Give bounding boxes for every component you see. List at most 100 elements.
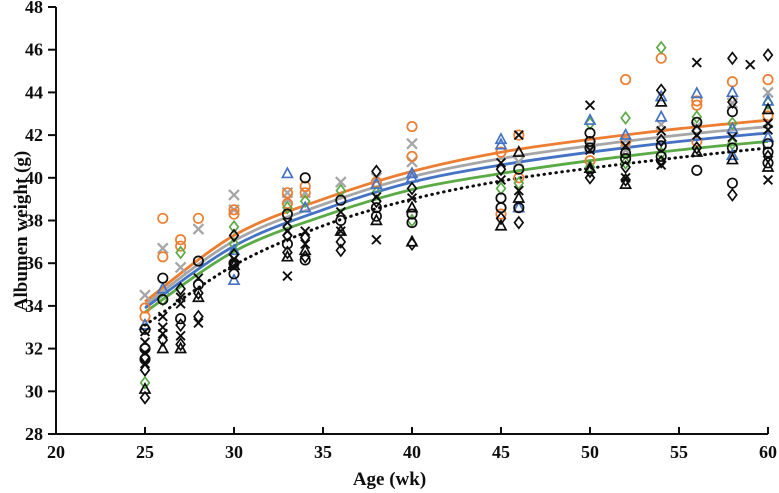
- data-point: [513, 172, 525, 184]
- y-tick-label: 40: [25, 168, 43, 188]
- data-point: [584, 100, 596, 111]
- data-point: [620, 147, 632, 159]
- data-point: [762, 146, 774, 158]
- data-point: [655, 154, 667, 169]
- data-point: [762, 157, 774, 169]
- x-tick-label: 55: [670, 442, 688, 462]
- data-point: [139, 289, 151, 302]
- data-point: [584, 170, 596, 185]
- data-point: [175, 337, 186, 352]
- data-point: [335, 243, 347, 258]
- y-axis-title: Albumen weight (g): [11, 150, 32, 312]
- series-black-diamond: [139, 48, 774, 405]
- data-point: [655, 140, 667, 152]
- data-point: [281, 238, 293, 250]
- data-point: [691, 116, 703, 128]
- x-tick-label: 50: [581, 442, 599, 462]
- data-point: [513, 129, 525, 141]
- fitted-curves: [143, 118, 770, 327]
- data-point: [512, 190, 526, 203]
- data-point: [369, 213, 383, 226]
- data-point: [298, 243, 312, 256]
- data-point: [727, 51, 738, 66]
- data-point: [299, 194, 311, 209]
- data-point: [654, 109, 668, 122]
- data-point: [334, 223, 348, 236]
- orange-fit-curve: [144, 118, 769, 303]
- data-point: [192, 255, 204, 267]
- data-point: [762, 174, 774, 186]
- data-point: [727, 132, 738, 143]
- data-point: [335, 234, 347, 249]
- y-tick-label: 28: [25, 424, 43, 444]
- data-point: [157, 311, 168, 322]
- data-point: [725, 85, 739, 98]
- data-point: [725, 152, 739, 165]
- data-point: [227, 273, 241, 286]
- series-orange-circle: [139, 52, 774, 323]
- data-point: [691, 123, 703, 138]
- data-point: [175, 298, 186, 309]
- data-point: [405, 166, 419, 179]
- data-point: [299, 172, 311, 184]
- data-point: [175, 234, 187, 246]
- data-point: [282, 228, 293, 243]
- data-point: [299, 230, 311, 245]
- y-tick-label: 32: [25, 339, 43, 359]
- data-point: [139, 350, 151, 365]
- data-point: [334, 176, 347, 188]
- data-point: [157, 272, 169, 284]
- x-tick-label: 40: [403, 442, 421, 462]
- data-point: [282, 200, 293, 215]
- data-point: [281, 208, 293, 220]
- data-point: [495, 202, 507, 214]
- data-point: [369, 177, 383, 189]
- data-point: [193, 273, 204, 284]
- data-point: [691, 95, 703, 107]
- data-point: [654, 89, 668, 102]
- data-point: [227, 243, 241, 256]
- y-tick-label: 36: [25, 253, 43, 273]
- data-point: [691, 57, 702, 68]
- data-point: [584, 142, 596, 154]
- data-point: [138, 317, 152, 330]
- data-point: [281, 197, 293, 209]
- data-point: [406, 193, 418, 204]
- data-point: [513, 185, 524, 196]
- data-point: [727, 95, 738, 110]
- data-point: [157, 292, 169, 307]
- data-point: [371, 234, 382, 245]
- data-point: [583, 112, 597, 125]
- data-point: [656, 159, 667, 171]
- data-point: [494, 137, 508, 150]
- data-point: [299, 180, 311, 192]
- data-point: [690, 86, 704, 99]
- data-point: [282, 217, 293, 228]
- data-point: [655, 146, 667, 161]
- data-point: [727, 116, 738, 131]
- data-point: [761, 102, 775, 115]
- data-point: [157, 333, 169, 348]
- y-tick-label: 46: [25, 40, 43, 60]
- data-point: [620, 153, 632, 165]
- data-point: [619, 127, 633, 140]
- data-point: [406, 217, 418, 229]
- data-point: [138, 381, 152, 394]
- data-point: [762, 48, 774, 63]
- data-point: [690, 144, 704, 157]
- data-point: [139, 390, 151, 405]
- data-point: [156, 281, 170, 294]
- x-tick-label: 45: [492, 442, 510, 462]
- data-point: [513, 215, 525, 230]
- data-point: [156, 242, 169, 255]
- data-point: [228, 228, 240, 243]
- axes: [48, 6, 769, 435]
- data-point: [157, 212, 169, 224]
- data-point: [371, 194, 382, 209]
- data-point: [584, 127, 596, 139]
- data-point: [139, 362, 151, 377]
- data-point: [513, 176, 525, 191]
- data-point: [174, 341, 188, 354]
- data-point: [228, 208, 240, 220]
